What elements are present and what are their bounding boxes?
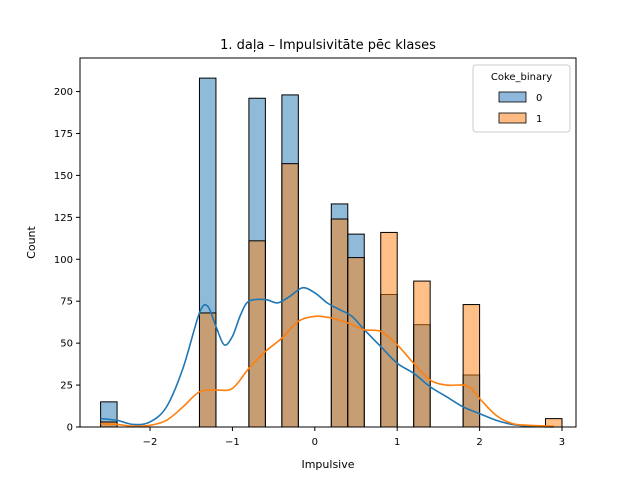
- legend-swatch-1: [498, 112, 527, 124]
- plot-frame: [79, 57, 577, 428]
- legend-label-0: 0: [536, 93, 542, 104]
- kde-line-series-1: [100, 315, 554, 428]
- y-tick-label: 200: [54, 87, 73, 98]
- y-tick-label: 25: [60, 381, 73, 392]
- y-tick-label: 100: [54, 255, 73, 266]
- x-tick-label: −1: [225, 437, 240, 448]
- y-axis-label: Count: [25, 225, 38, 258]
- legend: Coke_binary 0 1: [472, 64, 571, 133]
- y-axis: 0 25 50 75 100 125 150 175 200: [54, 87, 80, 434]
- y-tick-label: 150: [54, 171, 73, 182]
- x-axis-label: Impulsive: [301, 458, 354, 471]
- y-tick-label: 75: [60, 297, 73, 308]
- x-axis: −2 −1 0 1 2 3: [143, 427, 565, 448]
- chart-title: 1. daļa – Impulsivitāte pēc klases: [220, 38, 436, 53]
- bar-series-1-bin-15: [347, 257, 365, 428]
- bar-series-1-bin-19: [413, 280, 431, 428]
- legend-label-1: 1: [536, 114, 542, 125]
- x-tick-label: 2: [476, 437, 482, 448]
- bar-series-1-bin-17: [380, 231, 398, 428]
- x-tick-label: −2: [143, 437, 158, 448]
- y-tick-label: 125: [54, 213, 73, 224]
- bar-series-1-bin-9: [248, 240, 266, 428]
- x-tick-label: 0: [312, 437, 318, 448]
- y-tick-label: 175: [54, 129, 73, 140]
- y-tick-label: 50: [60, 339, 73, 350]
- kde-line-series-0: [100, 286, 554, 428]
- x-tick-label: 3: [559, 437, 565, 448]
- legend-title: Coke_binary: [491, 72, 552, 83]
- bar-series-1-bin-14: [330, 218, 349, 428]
- legend-swatch-0: [498, 91, 527, 103]
- kde-curves: [100, 286, 554, 428]
- bar-series-1-bin-6: [198, 312, 217, 428]
- x-tick-label: 1: [394, 437, 400, 448]
- y-tick-label: 0: [67, 423, 73, 434]
